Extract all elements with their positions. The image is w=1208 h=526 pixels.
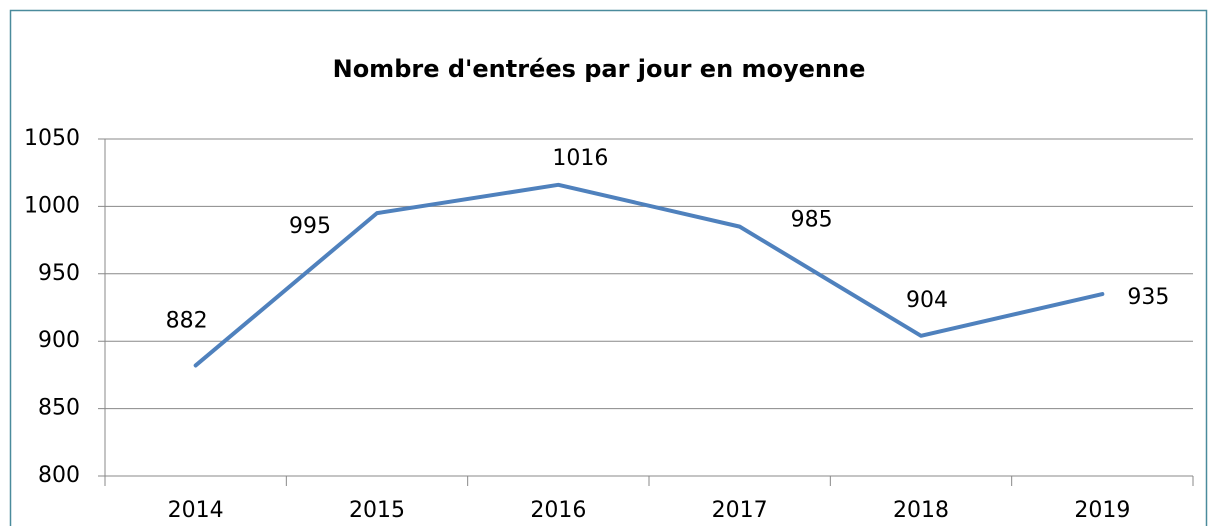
x-tick-label: 2019 (1074, 498, 1130, 523)
x-tick-label: 2016 (530, 498, 586, 523)
x-tick-label: 2015 (349, 498, 405, 523)
data-label: 985 (791, 208, 833, 233)
y-tick-label: 950 (38, 261, 80, 286)
data-label: 882 (166, 308, 208, 333)
chart-title: Nombre d'entrées par jour en moyenne (333, 55, 866, 83)
x-tick-label: 2017 (712, 498, 768, 523)
data-label: 935 (1127, 285, 1169, 310)
y-tick-label: 900 (38, 328, 80, 353)
y-tick-label: 800 (38, 463, 80, 488)
x-tick-label: 2018 (893, 498, 949, 523)
y-tick-label: 1050 (24, 126, 80, 151)
x-tick-label: 2014 (168, 498, 224, 523)
data-label: 1016 (552, 146, 608, 171)
y-tick-label: 850 (38, 396, 80, 421)
data-label: 904 (906, 288, 948, 313)
data-label: 995 (289, 214, 331, 239)
chart-frame (9, 9, 1208, 526)
line-series (193, 182, 1105, 368)
y-tick-label: 1000 (24, 193, 80, 218)
